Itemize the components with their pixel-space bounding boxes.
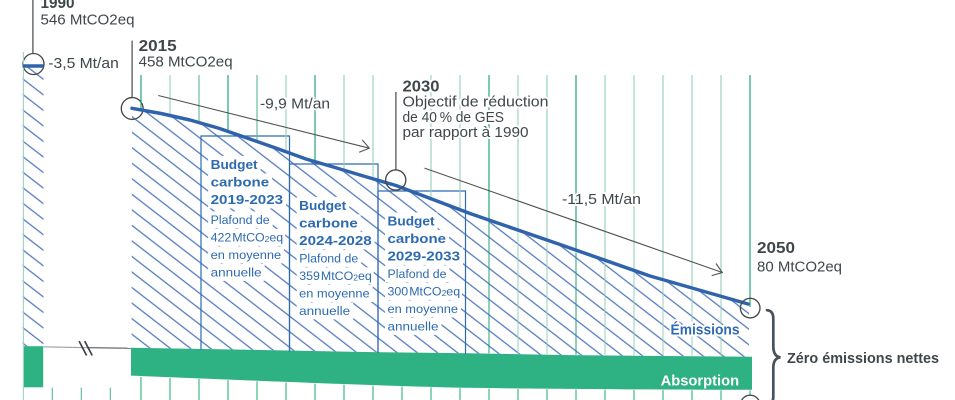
svg-text:par rapport à 1990: par rapport à 1990: [403, 124, 529, 141]
svg-text:422 MtCO2eq: 422 MtCO2eq: [211, 230, 284, 244]
svg-text:80 MtCO2eq: 80 MtCO2eq: [757, 259, 842, 276]
svg-text:2030: 2030: [403, 79, 440, 96]
svg-text:annuelle: annuelle: [211, 265, 262, 279]
svg-text:-9,9 Mt/an: -9,9 Mt/an: [260, 96, 330, 113]
svg-text:458 MtCO2eq: 458 MtCO2eq: [139, 54, 233, 71]
svg-text:en moyenne: en moyenne: [388, 302, 459, 316]
svg-text:carbone: carbone: [299, 215, 358, 230]
svg-text:-11,5 Mt/an: -11,5 Mt/an: [562, 191, 641, 208]
svg-text:Plafond de: Plafond de: [211, 213, 270, 227]
svg-text:annuelle: annuelle: [388, 319, 439, 333]
svg-text:annuelle: annuelle: [299, 304, 350, 318]
svg-text:2029-2033: 2029-2033: [388, 248, 461, 263]
svg-text:2024-2028: 2024-2028: [299, 233, 372, 248]
svg-text:Budget: Budget: [299, 198, 347, 213]
svg-text:Plafond de: Plafond de: [299, 251, 358, 265]
svg-text:546 MtCO2eq: 546 MtCO2eq: [41, 11, 135, 28]
svg-text:-3,5 Mt/an: -3,5 Mt/an: [48, 55, 119, 72]
svg-text:Zéro émissions nettes: Zéro émissions nettes: [787, 351, 939, 367]
svg-text:2015: 2015: [139, 38, 177, 55]
svg-text:carbone: carbone: [211, 174, 270, 189]
svg-text:Émissions: Émissions: [671, 322, 740, 339]
svg-text:en moyenne: en moyenne: [211, 248, 282, 262]
svg-text:Objectif de réduction: Objectif de réduction: [403, 94, 549, 111]
svg-text:Absorption: Absorption: [661, 374, 740, 390]
svg-text:1990: 1990: [41, 0, 75, 12]
svg-text:Budget: Budget: [211, 157, 259, 172]
svg-text:Budget: Budget: [388, 213, 436, 228]
svg-text:de 40 % de GES: de 40 % de GES: [403, 109, 505, 126]
svg-text:carbone: carbone: [388, 231, 447, 246]
svg-text:Plafond de: Plafond de: [388, 267, 447, 281]
svg-text:2019-2023: 2019-2023: [211, 192, 284, 207]
svg-text:en moyenne: en moyenne: [299, 286, 370, 300]
svg-text:2050: 2050: [757, 240, 795, 257]
svg-text:300 MtCO2eq: 300 MtCO2eq: [388, 284, 461, 298]
svg-text:359 MtCO2eq: 359 MtCO2eq: [299, 269, 372, 283]
